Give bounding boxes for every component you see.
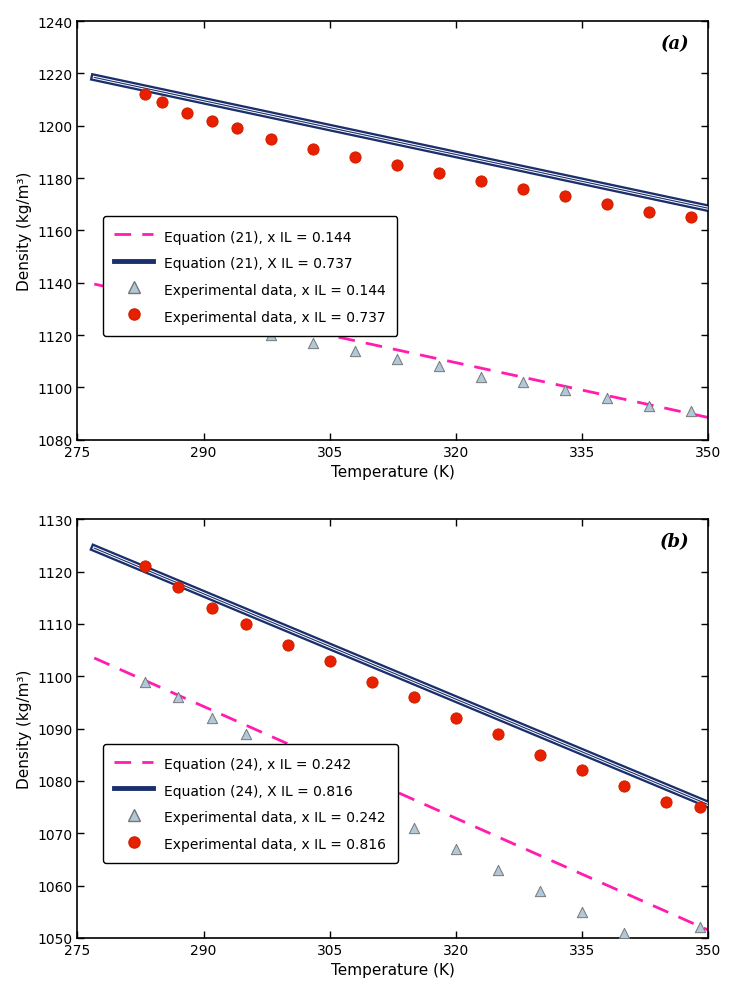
Point (450, 711, 462, 727)
Point (181, 105, 193, 121)
Point (391, 158, 403, 174)
Point (661, 794, 672, 810)
Point (307, 336, 319, 352)
Point (206, 600, 218, 616)
Point (492, 862, 504, 878)
Y-axis label: Density (kg/m³): Density (kg/m³) (17, 669, 32, 788)
Point (559, 383, 571, 399)
Point (618, 778, 630, 794)
Point (391, 351, 403, 367)
Point (517, 375, 529, 391)
X-axis label: Temperature (K): Temperature (K) (331, 962, 455, 977)
Point (265, 328, 277, 344)
Point (265, 132, 277, 148)
Point (601, 391, 613, 407)
Point (492, 727, 504, 743)
Point (450, 841, 462, 857)
Point (324, 768, 336, 784)
Point (231, 121, 243, 137)
Point (576, 762, 588, 778)
Point (618, 924, 630, 940)
Point (686, 404, 697, 419)
Point (156, 95, 168, 111)
Point (349, 344, 361, 360)
Point (366, 799, 378, 815)
Y-axis label: Density (kg/m³): Density (kg/m³) (17, 172, 32, 291)
Point (156, 294, 168, 310)
Point (694, 799, 706, 815)
Point (433, 166, 445, 182)
Point (601, 197, 613, 213)
Point (408, 820, 420, 836)
Point (282, 637, 294, 653)
Point (559, 189, 571, 205)
Point (240, 727, 252, 743)
X-axis label: Temperature (K): Temperature (K) (331, 464, 455, 480)
Point (206, 711, 218, 727)
Point (324, 653, 336, 669)
Point (206, 307, 218, 323)
Point (661, 945, 672, 961)
Point (475, 370, 487, 386)
Point (694, 919, 706, 935)
Point (644, 399, 655, 414)
Point (475, 174, 487, 190)
Point (181, 301, 193, 317)
Point (307, 142, 319, 158)
Text: (a): (a) (661, 35, 689, 53)
Point (282, 747, 294, 763)
Point (240, 616, 252, 632)
Point (139, 286, 151, 302)
Point (576, 904, 588, 919)
Point (366, 674, 378, 690)
Point (139, 87, 151, 103)
Point (644, 205, 655, 221)
Point (433, 359, 445, 375)
Point (517, 182, 529, 198)
Point (206, 113, 218, 129)
Point (173, 580, 184, 595)
Point (139, 674, 151, 690)
Legend: Equation (24), x IL = 0.242, Equation (24), X IL = 0.816, Experimental data, x I: Equation (24), x IL = 0.242, Equation (2… (103, 745, 398, 863)
Legend: Equation (21), x IL = 0.144, Equation (21), X IL = 0.737, Experimental data, x I: Equation (21), x IL = 0.144, Equation (2… (103, 218, 397, 336)
Point (139, 559, 151, 575)
Point (534, 883, 546, 899)
Point (349, 150, 361, 166)
Point (686, 210, 697, 226)
Point (173, 690, 184, 706)
Point (534, 747, 546, 763)
Point (408, 690, 420, 706)
Text: (b): (b) (660, 533, 689, 551)
Point (231, 317, 243, 333)
